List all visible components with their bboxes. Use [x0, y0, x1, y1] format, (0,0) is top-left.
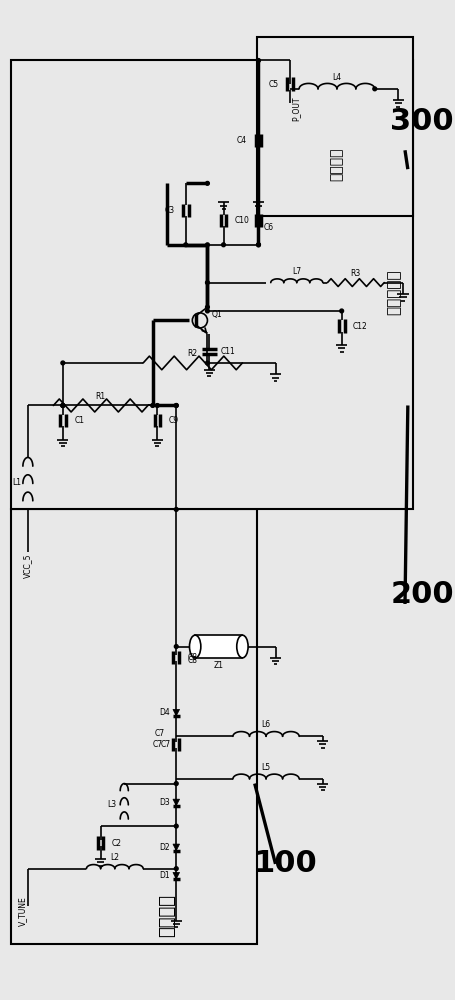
Text: L7: L7 — [292, 267, 301, 276]
Text: C7: C7 — [160, 740, 170, 749]
Text: 终端网络: 终端网络 — [329, 148, 343, 181]
Text: C4: C4 — [237, 136, 247, 145]
Text: 晶体管网络: 晶体管网络 — [385, 269, 400, 315]
Text: R1: R1 — [96, 392, 106, 401]
Circle shape — [61, 404, 65, 407]
Text: R3: R3 — [350, 269, 360, 278]
Text: L5: L5 — [261, 763, 270, 772]
Polygon shape — [172, 799, 179, 806]
Text: C3: C3 — [164, 206, 174, 215]
Text: C7: C7 — [152, 740, 163, 749]
Text: C12: C12 — [352, 322, 367, 331]
Text: D4: D4 — [159, 708, 170, 717]
Text: L2: L2 — [110, 853, 119, 862]
Circle shape — [151, 404, 154, 407]
Text: D3: D3 — [159, 798, 170, 807]
Text: VCC_5: VCC_5 — [23, 554, 32, 578]
Circle shape — [183, 243, 187, 247]
Text: L6: L6 — [261, 720, 270, 729]
Text: 调谐网络: 调谐网络 — [157, 894, 176, 937]
Text: L3: L3 — [107, 800, 116, 809]
Circle shape — [174, 404, 178, 407]
Circle shape — [256, 243, 260, 247]
Circle shape — [174, 824, 178, 828]
Circle shape — [61, 361, 65, 365]
Circle shape — [205, 243, 209, 247]
Circle shape — [155, 404, 159, 407]
Bar — [11, 60, 412, 509]
Text: 300: 300 — [389, 107, 453, 136]
Text: C1: C1 — [74, 416, 84, 425]
Text: C5: C5 — [268, 80, 278, 89]
Circle shape — [174, 782, 178, 785]
Circle shape — [256, 59, 260, 62]
Bar — [195, 635, 242, 658]
Text: P_OUT: P_OUT — [291, 96, 300, 121]
Ellipse shape — [236, 635, 248, 658]
Text: 100: 100 — [253, 849, 316, 878]
Text: D1: D1 — [159, 871, 170, 880]
Text: C2: C2 — [112, 839, 121, 848]
Circle shape — [174, 645, 178, 648]
Circle shape — [61, 404, 65, 407]
Text: C11: C11 — [220, 347, 235, 356]
Text: R2: R2 — [187, 349, 197, 358]
Circle shape — [205, 181, 209, 185]
Circle shape — [205, 309, 209, 313]
Bar — [11, 509, 256, 944]
Text: L1: L1 — [12, 478, 21, 487]
Text: C7: C7 — [154, 729, 165, 738]
Bar — [256, 37, 412, 216]
Circle shape — [339, 309, 343, 313]
Ellipse shape — [189, 635, 200, 658]
Text: D2: D2 — [159, 843, 170, 852]
Text: Q1: Q1 — [211, 310, 222, 319]
Circle shape — [372, 87, 376, 91]
Circle shape — [221, 243, 225, 247]
Text: Z1: Z1 — [213, 661, 223, 670]
Text: C8: C8 — [187, 656, 197, 665]
Polygon shape — [172, 844, 179, 851]
Circle shape — [61, 404, 65, 407]
Text: C10: C10 — [234, 216, 249, 225]
Text: 200: 200 — [389, 580, 453, 609]
Text: C6: C6 — [263, 223, 273, 232]
Circle shape — [205, 361, 209, 365]
Text: C8: C8 — [187, 653, 197, 662]
Text: C9: C9 — [168, 416, 178, 425]
Polygon shape — [172, 872, 179, 879]
Circle shape — [174, 404, 178, 407]
Circle shape — [205, 305, 209, 309]
Text: V_TUNE: V_TUNE — [18, 896, 27, 926]
Circle shape — [256, 243, 260, 247]
Text: L4: L4 — [332, 73, 341, 82]
Circle shape — [174, 508, 178, 511]
Polygon shape — [172, 709, 179, 716]
Circle shape — [174, 867, 178, 871]
Circle shape — [205, 281, 209, 284]
